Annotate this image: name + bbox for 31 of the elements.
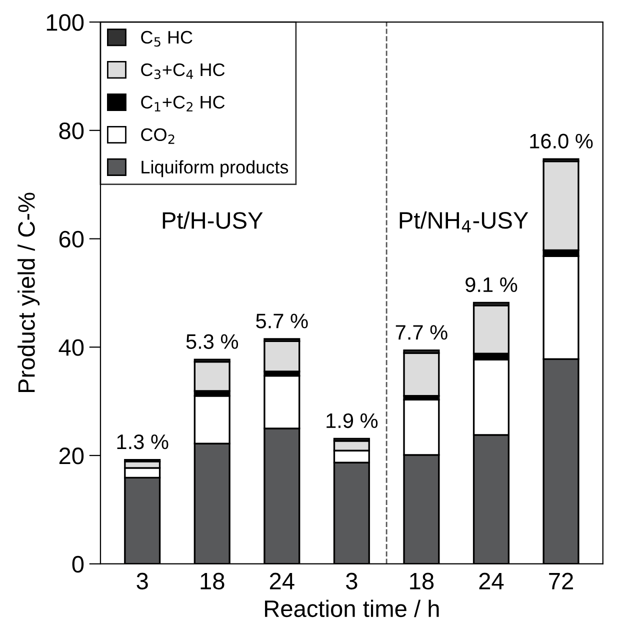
x-tick-label: 3: [346, 572, 358, 590]
legend-label: Liquiform products: [142, 160, 288, 178]
annotation: 1.9 %: [326, 413, 378, 428]
annotation: 1.3 %: [117, 434, 168, 450]
x-tick-label: 72: [549, 572, 573, 590]
bar: [403, 352, 440, 397]
annotation: Pt/NH$_{4}$-USY: [400, 211, 528, 232]
x-tick-label: 18: [410, 572, 434, 590]
legend-label: C$_{1}$+C$_{2}$ HC: [141, 96, 225, 112]
bar: [264, 340, 300, 372]
x-tick-label: 3: [136, 572, 148, 590]
legend-label: CO$_{2}$: [141, 128, 174, 144]
legend-label: C$_{5}$ HC: [141, 30, 192, 47]
y-tick-label: 80: [59, 122, 84, 140]
legend-label: C$_{3}$+C$_{4}$ HC: [141, 63, 225, 80]
y-tick-label: 60: [59, 230, 84, 248]
x-tick-label: 24: [270, 572, 294, 590]
annotation: 9.1 %: [466, 277, 518, 292]
y-tick-label: 20: [59, 448, 84, 464]
annotation: 5.7 %: [256, 314, 308, 328]
x-tick-label: 24: [479, 572, 504, 590]
annotation: 7.7 %: [396, 325, 448, 340]
annotation: Pt/H-USY: [162, 212, 263, 229]
annotation: 5.3 %: [186, 334, 238, 349]
x-axis-title: Reaction time / h: [265, 600, 439, 618]
annotation: 16.0 %: [530, 134, 593, 149]
y-axis-title: Product yield / C-%: [18, 192, 40, 392]
y-tick-label: 100: [46, 14, 84, 31]
y-tick-label: 0: [72, 556, 84, 573]
x-tick-label: 18: [200, 572, 224, 590]
y-tick-label: 40: [58, 339, 84, 356]
